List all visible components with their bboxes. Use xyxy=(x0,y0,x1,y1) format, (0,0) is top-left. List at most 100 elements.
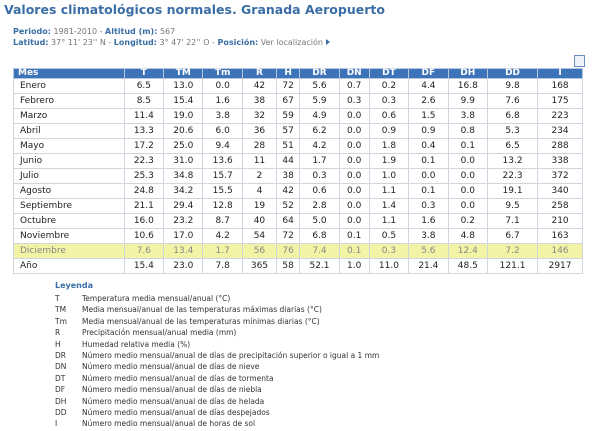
cell: 0.1 xyxy=(408,153,449,169)
table-row: Noviembre 10.6 17.0 4.2 54 72 6.8 0.1 0.5 3.8 4.8 6… xyxy=(13,228,583,244)
cell: 25.3 xyxy=(123,168,165,184)
legend-text: Precipitación mensual/anual media (mm) xyxy=(82,328,237,338)
legend-text: Número medio mensual/anual de días de to… xyxy=(82,373,274,383)
cell: 0.7 xyxy=(338,78,370,94)
cell: 58 xyxy=(275,258,301,274)
legend-item: TM Media mensual/anual de las temperatura… xyxy=(55,304,379,315)
cell: 9.9 xyxy=(447,93,488,109)
cell: 6.7 xyxy=(486,228,539,244)
cell: 1.8 xyxy=(368,138,410,154)
cell: 210 xyxy=(537,213,583,229)
cell: 7.2 xyxy=(486,243,539,259)
cell: 0.0 xyxy=(338,213,370,229)
export-icon[interactable] xyxy=(574,55,585,67)
legend-text: Media mensual/anual de las temperaturas … xyxy=(82,305,322,315)
cell: 365 xyxy=(241,258,277,274)
cell: 0.1 xyxy=(447,138,488,154)
cell: 0.4 xyxy=(408,138,449,154)
legend-item: I Número medio mensual/anual de horas de … xyxy=(55,418,379,429)
cell: 1.1 xyxy=(368,213,410,229)
cell: 175 xyxy=(537,93,583,109)
month-cell: Marzo xyxy=(13,108,125,124)
cell: 0.0 xyxy=(338,198,370,214)
cell: 67 xyxy=(275,93,301,109)
info-label: Latitud: xyxy=(13,38,49,47)
cell: 56 xyxy=(241,243,277,259)
cell: 372 xyxy=(537,168,583,184)
cell: 64 xyxy=(275,213,301,229)
cell: 0.0 xyxy=(447,183,488,199)
legend-text: Humedad relativa media (%) xyxy=(82,339,191,349)
cell: 0.6 xyxy=(368,108,410,124)
cell: 57 xyxy=(275,123,301,139)
table-row: Diciembre 7.6 13.4 1.7 56 76 7.4 0.1 0.3 5.6 12.4 7… xyxy=(13,243,583,259)
cell: 21.1 xyxy=(123,198,165,214)
cell: 1.6 xyxy=(408,213,449,229)
cell: 15.7 xyxy=(202,168,243,184)
cell: 52.1 xyxy=(299,258,340,274)
legend-text: Número medio mensual/anual de días despe… xyxy=(82,407,270,417)
column-header: DD xyxy=(486,68,539,79)
legend-text: Número medio mensual/anual de días de he… xyxy=(82,396,265,406)
cell: 34.8 xyxy=(163,168,204,184)
legend-item: DR Número medio mensual/anual de días de … xyxy=(55,350,379,361)
cell: 338 xyxy=(537,153,583,169)
cell: 2 xyxy=(241,168,277,184)
cell: 0.0 xyxy=(447,168,488,184)
cell: 4.9 xyxy=(299,108,340,124)
legend-key: DF xyxy=(55,385,66,395)
cell: 3.8 xyxy=(408,228,449,244)
legend-key: TM xyxy=(55,305,67,315)
cell: 0.6 xyxy=(299,183,340,199)
cell: 12.4 xyxy=(447,243,488,259)
cell: 0.3 xyxy=(299,168,340,184)
cell: 52 xyxy=(275,198,301,214)
cell: 72 xyxy=(275,228,301,244)
cell: 6.2 xyxy=(299,123,340,139)
legend-text: Número medio mensual/anual de días de ni… xyxy=(82,385,262,395)
legend-key: DT xyxy=(55,373,66,383)
cell: 6.5 xyxy=(123,78,165,94)
column-header: DH xyxy=(447,68,488,79)
table-row: Febrero 8.5 15.4 1.6 38 67 5.9 0.3 0.3 2.6 9.9 7.6 1… xyxy=(13,93,583,109)
cell: 0.2 xyxy=(447,213,488,229)
cell: 22.3 xyxy=(123,153,165,169)
cell: 0.5 xyxy=(368,228,410,244)
month-cell: Noviembre xyxy=(13,228,125,244)
legend-text: Número medio mensual/anual de días de ni… xyxy=(82,362,260,372)
cell: 2.8 xyxy=(299,198,340,214)
legend-item: H Humedad relativa media (%) xyxy=(55,339,379,350)
month-cell: Octubre xyxy=(13,213,125,229)
legend-key: DD xyxy=(55,407,67,417)
cell: 21.4 xyxy=(408,258,449,274)
cell: 0.8 xyxy=(447,123,488,139)
table-row: Octubre 16.0 23.2 8.7 40 64 5.0 0.0 1.1 1.6 0.2 7.1… xyxy=(13,213,583,229)
table-row: Año 15.4 23.0 7.8 365 58 52.1 1.0 11.0 21.4 48.5 12… xyxy=(13,258,583,274)
cell: 4.2 xyxy=(299,138,340,154)
cell: 0.3 xyxy=(368,243,410,259)
cell: 1.6 xyxy=(202,93,243,109)
month-cell: Junio xyxy=(13,153,125,169)
cell: 48.5 xyxy=(447,258,488,274)
cell: 17.0 xyxy=(163,228,204,244)
info-value: 1981-2010 - xyxy=(50,27,106,36)
legend-item: DT Número medio mensual/anual de días de … xyxy=(55,373,379,384)
cell: 6.5 xyxy=(486,138,539,154)
cell: 54 xyxy=(241,228,277,244)
cell: 13.4 xyxy=(163,243,204,259)
cell: 40 xyxy=(241,213,277,229)
cell: 0.9 xyxy=(408,123,449,139)
info-value: 37° 11' 23'' N - xyxy=(48,38,114,47)
location-link[interactable]: Ver localización xyxy=(258,38,330,47)
month-cell: Agosto xyxy=(13,183,125,199)
cell: 6.8 xyxy=(299,228,340,244)
cell: 0.3 xyxy=(368,93,410,109)
cell: 258 xyxy=(537,198,583,214)
cell: 5.6 xyxy=(408,243,449,259)
cell: 5.3 xyxy=(486,123,539,139)
month-cell: Febrero xyxy=(13,93,125,109)
cell: 0.0 xyxy=(338,183,370,199)
cell: 13.6 xyxy=(202,153,243,169)
cell: 4.2 xyxy=(202,228,243,244)
